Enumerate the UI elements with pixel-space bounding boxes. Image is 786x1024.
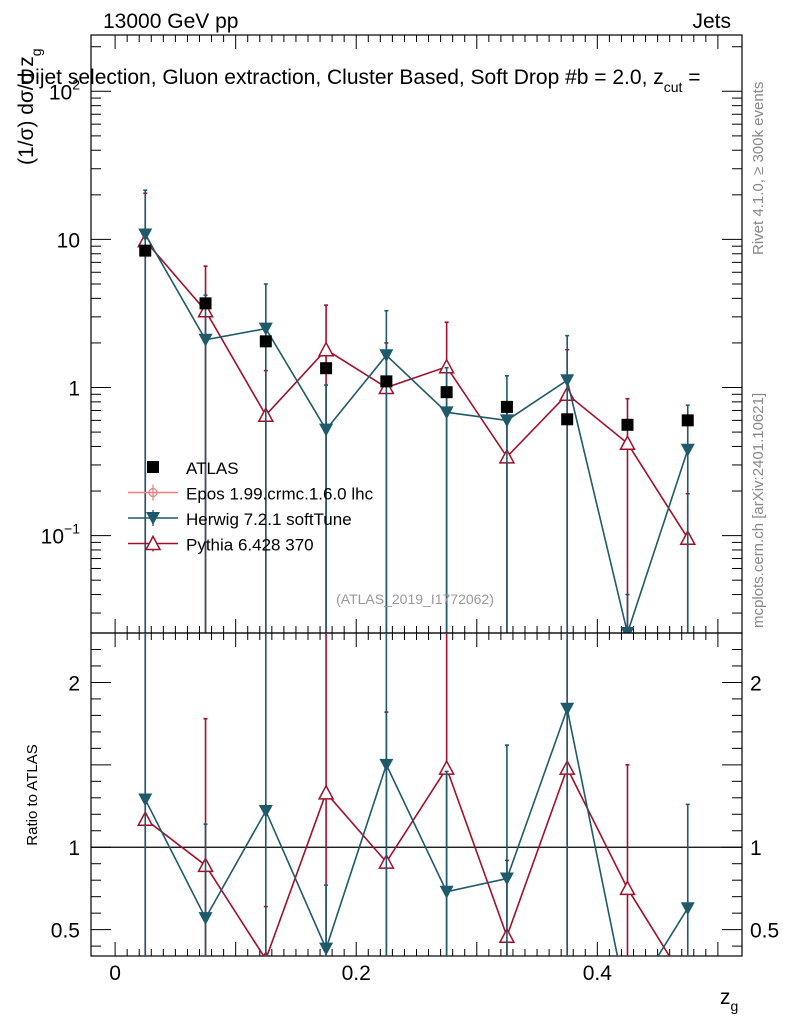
main-line-2 bbox=[144, 234, 689, 633]
x-axis-label: zg bbox=[720, 986, 738, 1014]
ratio-series-0 bbox=[138, 633, 695, 1012]
x-label-text: z bbox=[720, 986, 731, 1009]
main-point bbox=[680, 443, 695, 457]
main-point bbox=[199, 297, 212, 310]
main-point bbox=[439, 406, 454, 420]
main-point bbox=[681, 414, 694, 427]
ratio-point bbox=[317, 784, 335, 800]
analysis-id: (ATLAS_2019_I1772062) bbox=[336, 591, 494, 607]
ratio-y-tick-label: 2 bbox=[68, 672, 80, 695]
main-y-tick-base: 1 bbox=[68, 378, 80, 401]
main-y-tick-base: 10 bbox=[57, 229, 80, 252]
ratio-point bbox=[560, 702, 575, 716]
main-point bbox=[560, 374, 575, 388]
ratio-point bbox=[620, 999, 634, 1012]
ratio-y-tick-label-right: 2 bbox=[750, 672, 762, 695]
ratio-axis-ticks bbox=[91, 633, 742, 956]
ratio-point bbox=[319, 942, 334, 956]
legend-label: Epos 1.99.crmc.1.6.0 lhc bbox=[186, 485, 374, 504]
x-label-sub: g bbox=[731, 998, 739, 1014]
main-line-3 bbox=[144, 240, 689, 539]
ratio-panel-frame bbox=[90, 632, 743, 957]
ratio-point bbox=[198, 912, 213, 926]
ratio-y-tick-labels: 0.5 0.5 1 1 2 2 bbox=[51, 672, 779, 942]
ratio-y-tick-label: 0.5 bbox=[51, 920, 80, 943]
main-point bbox=[440, 386, 453, 399]
main-point bbox=[320, 362, 333, 375]
main-y-tick-base: 10 bbox=[49, 81, 72, 104]
legend-label: Herwig 7.2.1 softTune bbox=[186, 510, 352, 529]
ratio-point bbox=[680, 902, 695, 916]
header-left: 13000 GeV pp bbox=[103, 10, 238, 33]
x-tick-labels: 0 0.2 0.4 bbox=[109, 962, 612, 985]
legend-marker bbox=[144, 534, 162, 551]
main-series-0 bbox=[139, 244, 694, 431]
ratio-point bbox=[138, 793, 153, 807]
main-y-tick-exp: −1 bbox=[64, 521, 80, 537]
x-tick-label: 0.2 bbox=[342, 962, 371, 985]
plot-title-tail: = bbox=[682, 66, 700, 89]
main-point bbox=[259, 335, 272, 348]
ratio-series-layer bbox=[91, 633, 742, 1012]
main-point bbox=[621, 418, 634, 431]
legend-entry: Epos 1.99.crmc.1.6.0 lhc bbox=[128, 484, 374, 504]
ratio-point bbox=[379, 758, 394, 772]
ratio-point bbox=[499, 872, 514, 886]
main-y-tick-base: 10 bbox=[41, 526, 64, 549]
main-y-tick-label: 10−1 bbox=[41, 521, 81, 549]
main-point bbox=[561, 413, 574, 426]
legend-entry: Herwig 7.2.1 softTune bbox=[128, 510, 352, 529]
ratio-point bbox=[258, 804, 273, 818]
ratio-line-0 bbox=[144, 705, 689, 956]
main-y-tick-label: 1 bbox=[68, 378, 80, 401]
ratio-point bbox=[439, 885, 454, 899]
main-y-label-sub: g bbox=[28, 48, 44, 56]
main-y-tick-exp: 2 bbox=[72, 76, 80, 92]
main-y-axis-label: (1/σ) dσ/d zg bbox=[15, 48, 44, 165]
ratio-y-tick-label-right: 1 bbox=[750, 837, 762, 860]
main-point bbox=[499, 414, 514, 428]
main-point bbox=[319, 423, 334, 437]
plot-title: Dijet selection, Gluon extraction, Clust… bbox=[20, 66, 701, 95]
main-point bbox=[198, 333, 213, 347]
main-axis-ticks bbox=[91, 35, 742, 633]
main-series-2 bbox=[138, 189, 695, 633]
ratio-y-tick-label: 1 bbox=[68, 837, 80, 860]
main-point bbox=[380, 375, 393, 388]
legend-marker bbox=[147, 461, 159, 473]
ratio-y-axis-label: Ratio to ATLAS bbox=[24, 744, 41, 845]
x-tick-label: 0 bbox=[109, 962, 121, 985]
mcplots-label: mcplots.cern.ch [arXiv:2401.10621] bbox=[750, 393, 767, 628]
main-y-tick-label: 10 bbox=[57, 229, 80, 252]
main-y-label-text: (1/σ) dσ/d z bbox=[15, 56, 38, 165]
main-point bbox=[138, 228, 153, 242]
ratio-point bbox=[681, 979, 695, 992]
x-tick-label: 0.4 bbox=[583, 962, 613, 985]
plot-title-main: Dijet selection, Gluon extraction, Clust… bbox=[20, 66, 664, 89]
legend: ATLAS Epos 1.99.crmc.1.6.0 lhc Herwig 7.2.… bbox=[128, 459, 374, 555]
legend-label: Pythia 6.428 370 bbox=[186, 536, 314, 555]
legend-entry: Pythia 6.428 370 bbox=[128, 534, 314, 555]
legend-entry: ATLAS bbox=[147, 459, 239, 478]
ratio-y-tick-label-right: 0.5 bbox=[750, 920, 779, 943]
header-right: Jets bbox=[692, 10, 731, 33]
main-point bbox=[500, 400, 513, 413]
main-point bbox=[620, 627, 635, 633]
plot-title-subscript: cut bbox=[664, 79, 683, 95]
main-point bbox=[317, 341, 335, 357]
legend-label: ATLAS bbox=[186, 459, 239, 478]
ratio-point bbox=[619, 879, 636, 896]
rivet-label: Rivet 4.1.0, ≥ 300k events bbox=[750, 82, 767, 255]
main-point bbox=[139, 244, 152, 257]
main-point bbox=[258, 322, 273, 336]
main-point bbox=[379, 349, 394, 363]
main-series-layer bbox=[136, 189, 697, 633]
ratio-line-1 bbox=[144, 766, 671, 956]
main-y-tick-label: 102 bbox=[49, 76, 80, 104]
svg-text:(1/σ) dσ/d zg: (1/σ) dσ/d zg bbox=[15, 48, 44, 165]
main-point bbox=[619, 434, 636, 451]
legend-marker bbox=[146, 512, 160, 525]
